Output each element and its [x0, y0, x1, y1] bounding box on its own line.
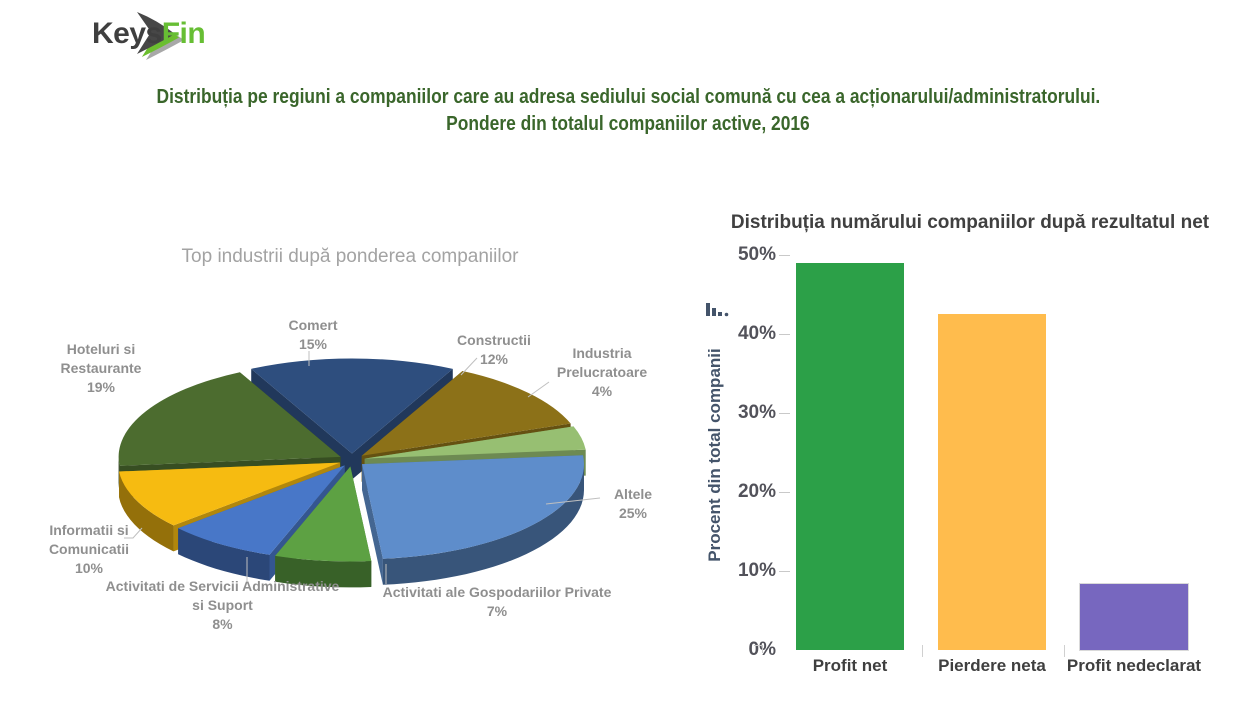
bar-profit-net: [796, 263, 904, 650]
brand-suffix: Fin: [161, 17, 206, 50]
pie-slice-label: Activitati de Servicii Administrative si…: [105, 578, 340, 632]
pie-slice: [362, 455, 585, 585]
bar-chart-title: Distribuția numărului companiilor după r…: [730, 212, 1210, 233]
y-tick-mark: [779, 571, 790, 572]
y-tick-mark: [779, 334, 790, 335]
pie-slice-label: Altele 25%: [613, 486, 653, 521]
pie-chart: [118, 358, 586, 588]
y-tick-mark: [779, 255, 790, 256]
keysfin-logo-icon: [137, 12, 184, 60]
pie-slice-label: Industria Prelucratoare 4%: [556, 345, 648, 399]
y-tick-mark: [779, 413, 790, 414]
pie-slice-label: Constructii 12%: [457, 332, 531, 367]
page-title: Distribuția pe regiuni a companiilor car…: [0, 84, 1256, 138]
axis-corner-mark: [754, 645, 763, 653]
y-tick-label: 10%: [737, 560, 776, 581]
bar-pierdere-neta: [938, 314, 1046, 650]
pie-chart-title: Top industrii după ponderea companiilor: [181, 246, 519, 267]
y-tick-label: 40%: [737, 323, 776, 344]
keysfin-logo-text: KeysFin: [92, 17, 206, 51]
y-tick-label: 50%: [737, 244, 776, 265]
pie-slice: [275, 466, 372, 588]
y-tick-label: 0%: [748, 639, 776, 660]
pie-slice-label: Comert 15%: [288, 317, 338, 352]
brand-prefix: Keys: [92, 17, 162, 50]
category-tick-mark: [922, 645, 923, 657]
category-tick-mark: [1064, 645, 1065, 657]
bar-profit-nedeclarat: [1079, 583, 1189, 651]
y-tick-mark: [779, 492, 790, 493]
page-title-line1: Distribuția pe regiuni a companiilor car…: [156, 86, 1100, 108]
y-axis-title: Procent din total companii: [705, 348, 724, 562]
y-tick-label: 20%: [737, 481, 776, 502]
pie-slice-label: Activitati ale Gospodariilor Private 7%: [382, 584, 612, 619]
y-tick-label: 30%: [737, 402, 776, 423]
mini-barchart-icon: [706, 303, 729, 317]
x-category-label: Profit nedeclarat: [1066, 656, 1202, 675]
x-category-label: Pierdere neta: [938, 656, 1046, 675]
page-title-line2: Pondere din totalul companiilor active, …: [446, 113, 810, 135]
x-category-label: Profit net: [812, 656, 888, 675]
pie-slice-label: Hoteluri si Restaurante 19%: [60, 341, 142, 395]
pie-slice-label: Informatii si Comunicatii 10%: [48, 522, 130, 576]
